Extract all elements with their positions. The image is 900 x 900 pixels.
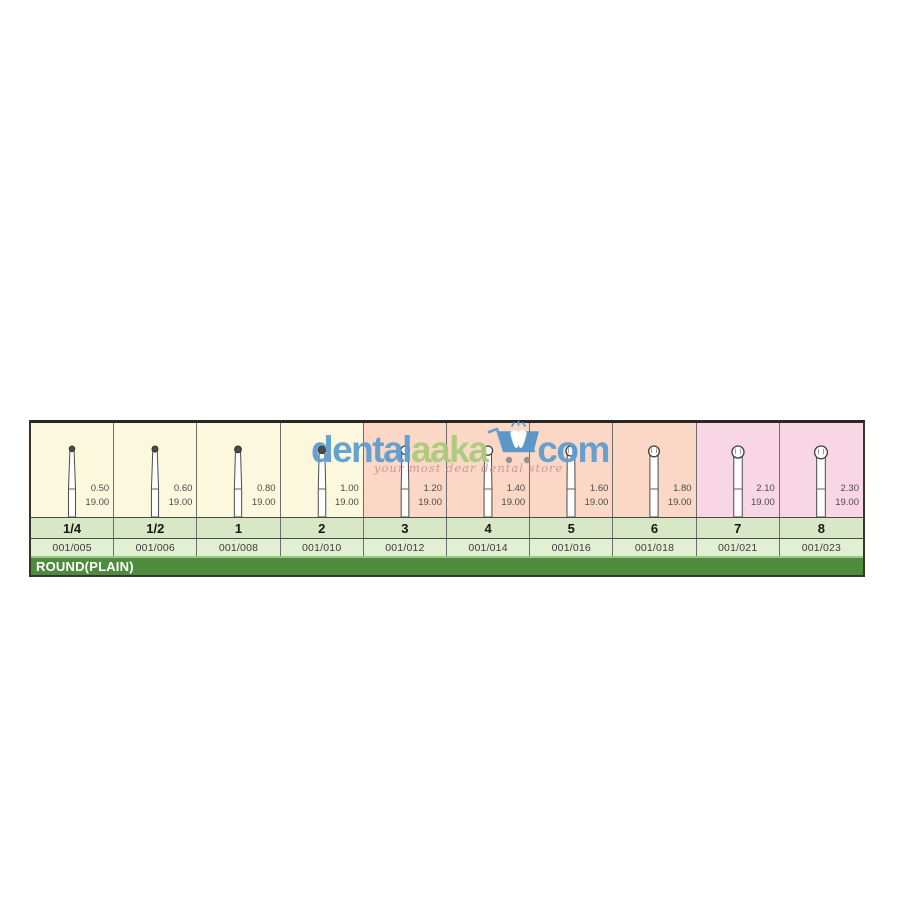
dimension-values: 1.40 19.00 bbox=[501, 482, 525, 511]
size-label: 3 bbox=[364, 518, 447, 538]
overall-length-value: 19.00 bbox=[85, 497, 110, 509]
dimension-values: 0.50 19.00 bbox=[85, 482, 109, 511]
size-label: 1/2 bbox=[114, 518, 198, 538]
size-label: 4 bbox=[447, 518, 531, 538]
bur-illustration bbox=[648, 445, 661, 517]
iso-code: 001/018 bbox=[613, 539, 697, 556]
iso-code: 001/008 bbox=[197, 539, 281, 556]
bur-illustration bbox=[482, 445, 494, 517]
bur-cell: 1.80 19.00 bbox=[613, 423, 697, 517]
overall-length-value: 19.00 bbox=[501, 497, 526, 509]
bur-illustration bbox=[317, 445, 326, 517]
iso-code: 001/010 bbox=[281, 539, 364, 556]
head-diameter-value: 1.00 bbox=[340, 482, 359, 494]
bur-illustration bbox=[68, 445, 77, 517]
overall-length-value: 19.00 bbox=[667, 497, 692, 509]
bur-illustration bbox=[731, 445, 745, 517]
bur-catalog-table: 0.50 19.00 0.60 19.00 0.80 19.00 1.00 19.00 1.20… bbox=[29, 420, 865, 577]
bur-cell: 2.10 19.00 bbox=[696, 423, 780, 517]
bur-cell: 0.60 19.00 bbox=[114, 423, 198, 517]
overall-length-value: 19.00 bbox=[251, 497, 276, 509]
iso-code: 001/023 bbox=[801, 541, 842, 554]
bur-cell: 2.30 19.00 bbox=[779, 423, 863, 517]
size-row: 1/4 1/2 1 2 3 4 5 6 7 8 bbox=[31, 517, 863, 538]
bur-illustration bbox=[565, 445, 577, 517]
overall-length-value: 19.00 bbox=[418, 497, 442, 509]
iso-code: 001/016 bbox=[530, 539, 614, 556]
size-label: 1/4 bbox=[31, 518, 115, 538]
size-label: 5 bbox=[530, 518, 614, 538]
size-label: 8 bbox=[817, 520, 825, 536]
bur-cell: 1.20 19.00 bbox=[363, 423, 447, 517]
bur-illustration bbox=[151, 445, 160, 517]
head-diameter-value: 0.50 bbox=[90, 482, 110, 494]
category-bar: ROUND(PLAIN) bbox=[31, 556, 863, 575]
iso-code-row: 001/005 001/006 001/008 001/010 001/012 001/0… bbox=[31, 538, 863, 556]
overall-length-value: 19.00 bbox=[584, 497, 609, 509]
overall-length-value: 19.00 bbox=[335, 497, 359, 509]
iso-code: 001/006 bbox=[114, 539, 198, 556]
head-diameter-value: 1.80 bbox=[673, 482, 692, 494]
head-diameter-value: 1.60 bbox=[589, 482, 609, 494]
size-label: 6 bbox=[613, 518, 697, 538]
bur-cell: 0.50 19.00 bbox=[31, 423, 115, 517]
bur-illustration bbox=[234, 445, 243, 517]
head-diameter-value: 2.30 bbox=[840, 482, 859, 494]
bur-illustration bbox=[400, 445, 410, 517]
iso-code: 001/014 bbox=[447, 539, 531, 556]
bur-illustration bbox=[814, 445, 829, 517]
bur-illustration-row: 0.50 19.00 0.60 19.00 0.80 19.00 1.00 19.00 1.20… bbox=[31, 423, 863, 517]
iso-code: 001/021 bbox=[697, 539, 780, 556]
overall-length-value: 19.00 bbox=[751, 497, 775, 509]
head-diameter-value: 0.80 bbox=[257, 482, 276, 494]
size-label: 7 bbox=[697, 518, 780, 538]
dimension-values: 1.00 19.00 bbox=[335, 482, 359, 511]
dimension-values: 2.10 19.00 bbox=[751, 482, 775, 511]
dimension-values: 1.60 19.00 bbox=[585, 482, 609, 511]
dimension-values: 1.20 19.00 bbox=[418, 482, 442, 511]
iso-code: 001/005 bbox=[31, 539, 115, 556]
bur-cell: 1.60 19.00 bbox=[530, 423, 614, 517]
overall-length-value: 19.00 bbox=[835, 497, 859, 509]
bur-cell: 1.00 19.00 bbox=[280, 423, 364, 517]
head-diameter-value: 2.10 bbox=[756, 482, 775, 494]
size-label: 2 bbox=[281, 518, 364, 538]
dimension-values: 0.60 19.00 bbox=[169, 482, 193, 511]
size-label: 1 bbox=[197, 518, 281, 538]
head-diameter-value: 0.60 bbox=[173, 482, 193, 494]
bur-cell: 0.80 19.00 bbox=[197, 423, 281, 517]
category-label: ROUND(PLAIN) bbox=[36, 559, 134, 574]
dimension-values: 0.80 19.00 bbox=[252, 482, 276, 511]
bur-cell: 1.40 19.00 bbox=[446, 423, 531, 517]
head-diameter-value: 1.40 bbox=[506, 482, 526, 494]
overall-length-value: 19.00 bbox=[168, 497, 193, 509]
iso-code: 001/012 bbox=[364, 539, 447, 556]
dimension-values: 2.30 19.00 bbox=[835, 482, 859, 511]
head-diameter-value: 1.20 bbox=[423, 482, 442, 494]
dimension-values: 1.80 19.00 bbox=[668, 482, 692, 511]
